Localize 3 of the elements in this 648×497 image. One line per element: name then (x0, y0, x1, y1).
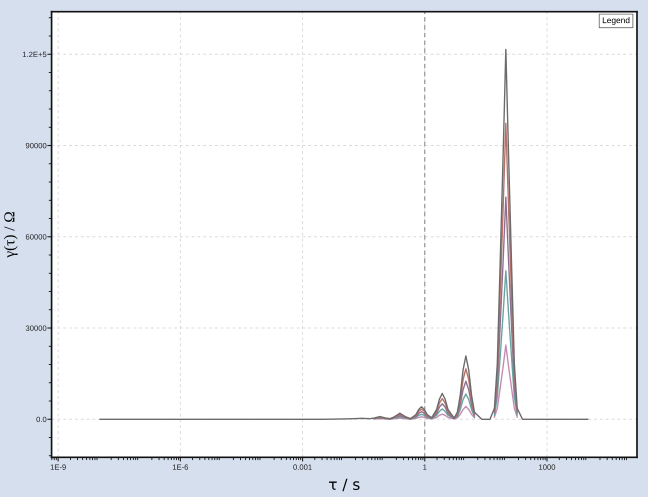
y-axis-title: γ(τ) / Ω (4, 212, 18, 258)
annotation: Legend (602, 17, 630, 25)
x-axis-title: τ / s (329, 478, 360, 492)
